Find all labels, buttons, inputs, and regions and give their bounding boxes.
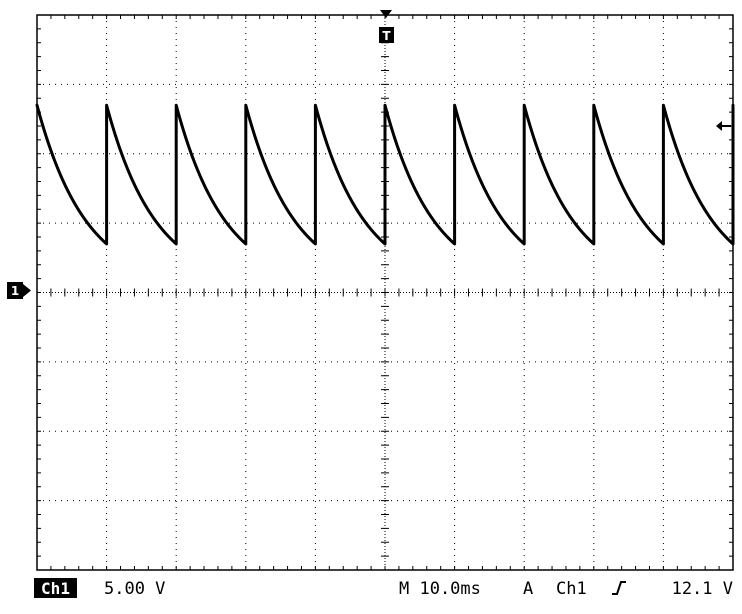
- channel-ground-label: 1: [11, 284, 19, 298]
- rising-edge-icon: [612, 581, 626, 595]
- channel-ground-marker: 1: [7, 282, 31, 299]
- trigger-source: Ch1: [556, 579, 587, 599]
- trigger-level-marker: [716, 121, 731, 131]
- waveform-trace-ch1: [35, 103, 735, 246]
- trigger-mode: A: [523, 579, 533, 599]
- channel-ground-badge: [7, 282, 23, 299]
- trigger-position-arrow-icon: [380, 10, 392, 18]
- channel-badge: Ch1: [41, 579, 70, 598]
- trigger-level: 12.1 V: [672, 579, 733, 599]
- left-arrow-icon: [716, 121, 722, 131]
- trigger-position-badge: [379, 27, 394, 43]
- timebase: M 10.0ms: [399, 579, 481, 599]
- trigger-position-marker: T: [379, 10, 394, 43]
- channel-badge-background: [34, 578, 77, 598]
- volts-per-div: 5.00 V: [104, 579, 165, 599]
- status-bar: Ch1 5.00 V M 10.0ms A Ch1 12.1 V: [34, 578, 733, 599]
- channel-ground-arrow-icon: [23, 284, 31, 297]
- waveform-trace-layer: [35, 103, 735, 246]
- trigger-position-label: T: [382, 29, 391, 43]
